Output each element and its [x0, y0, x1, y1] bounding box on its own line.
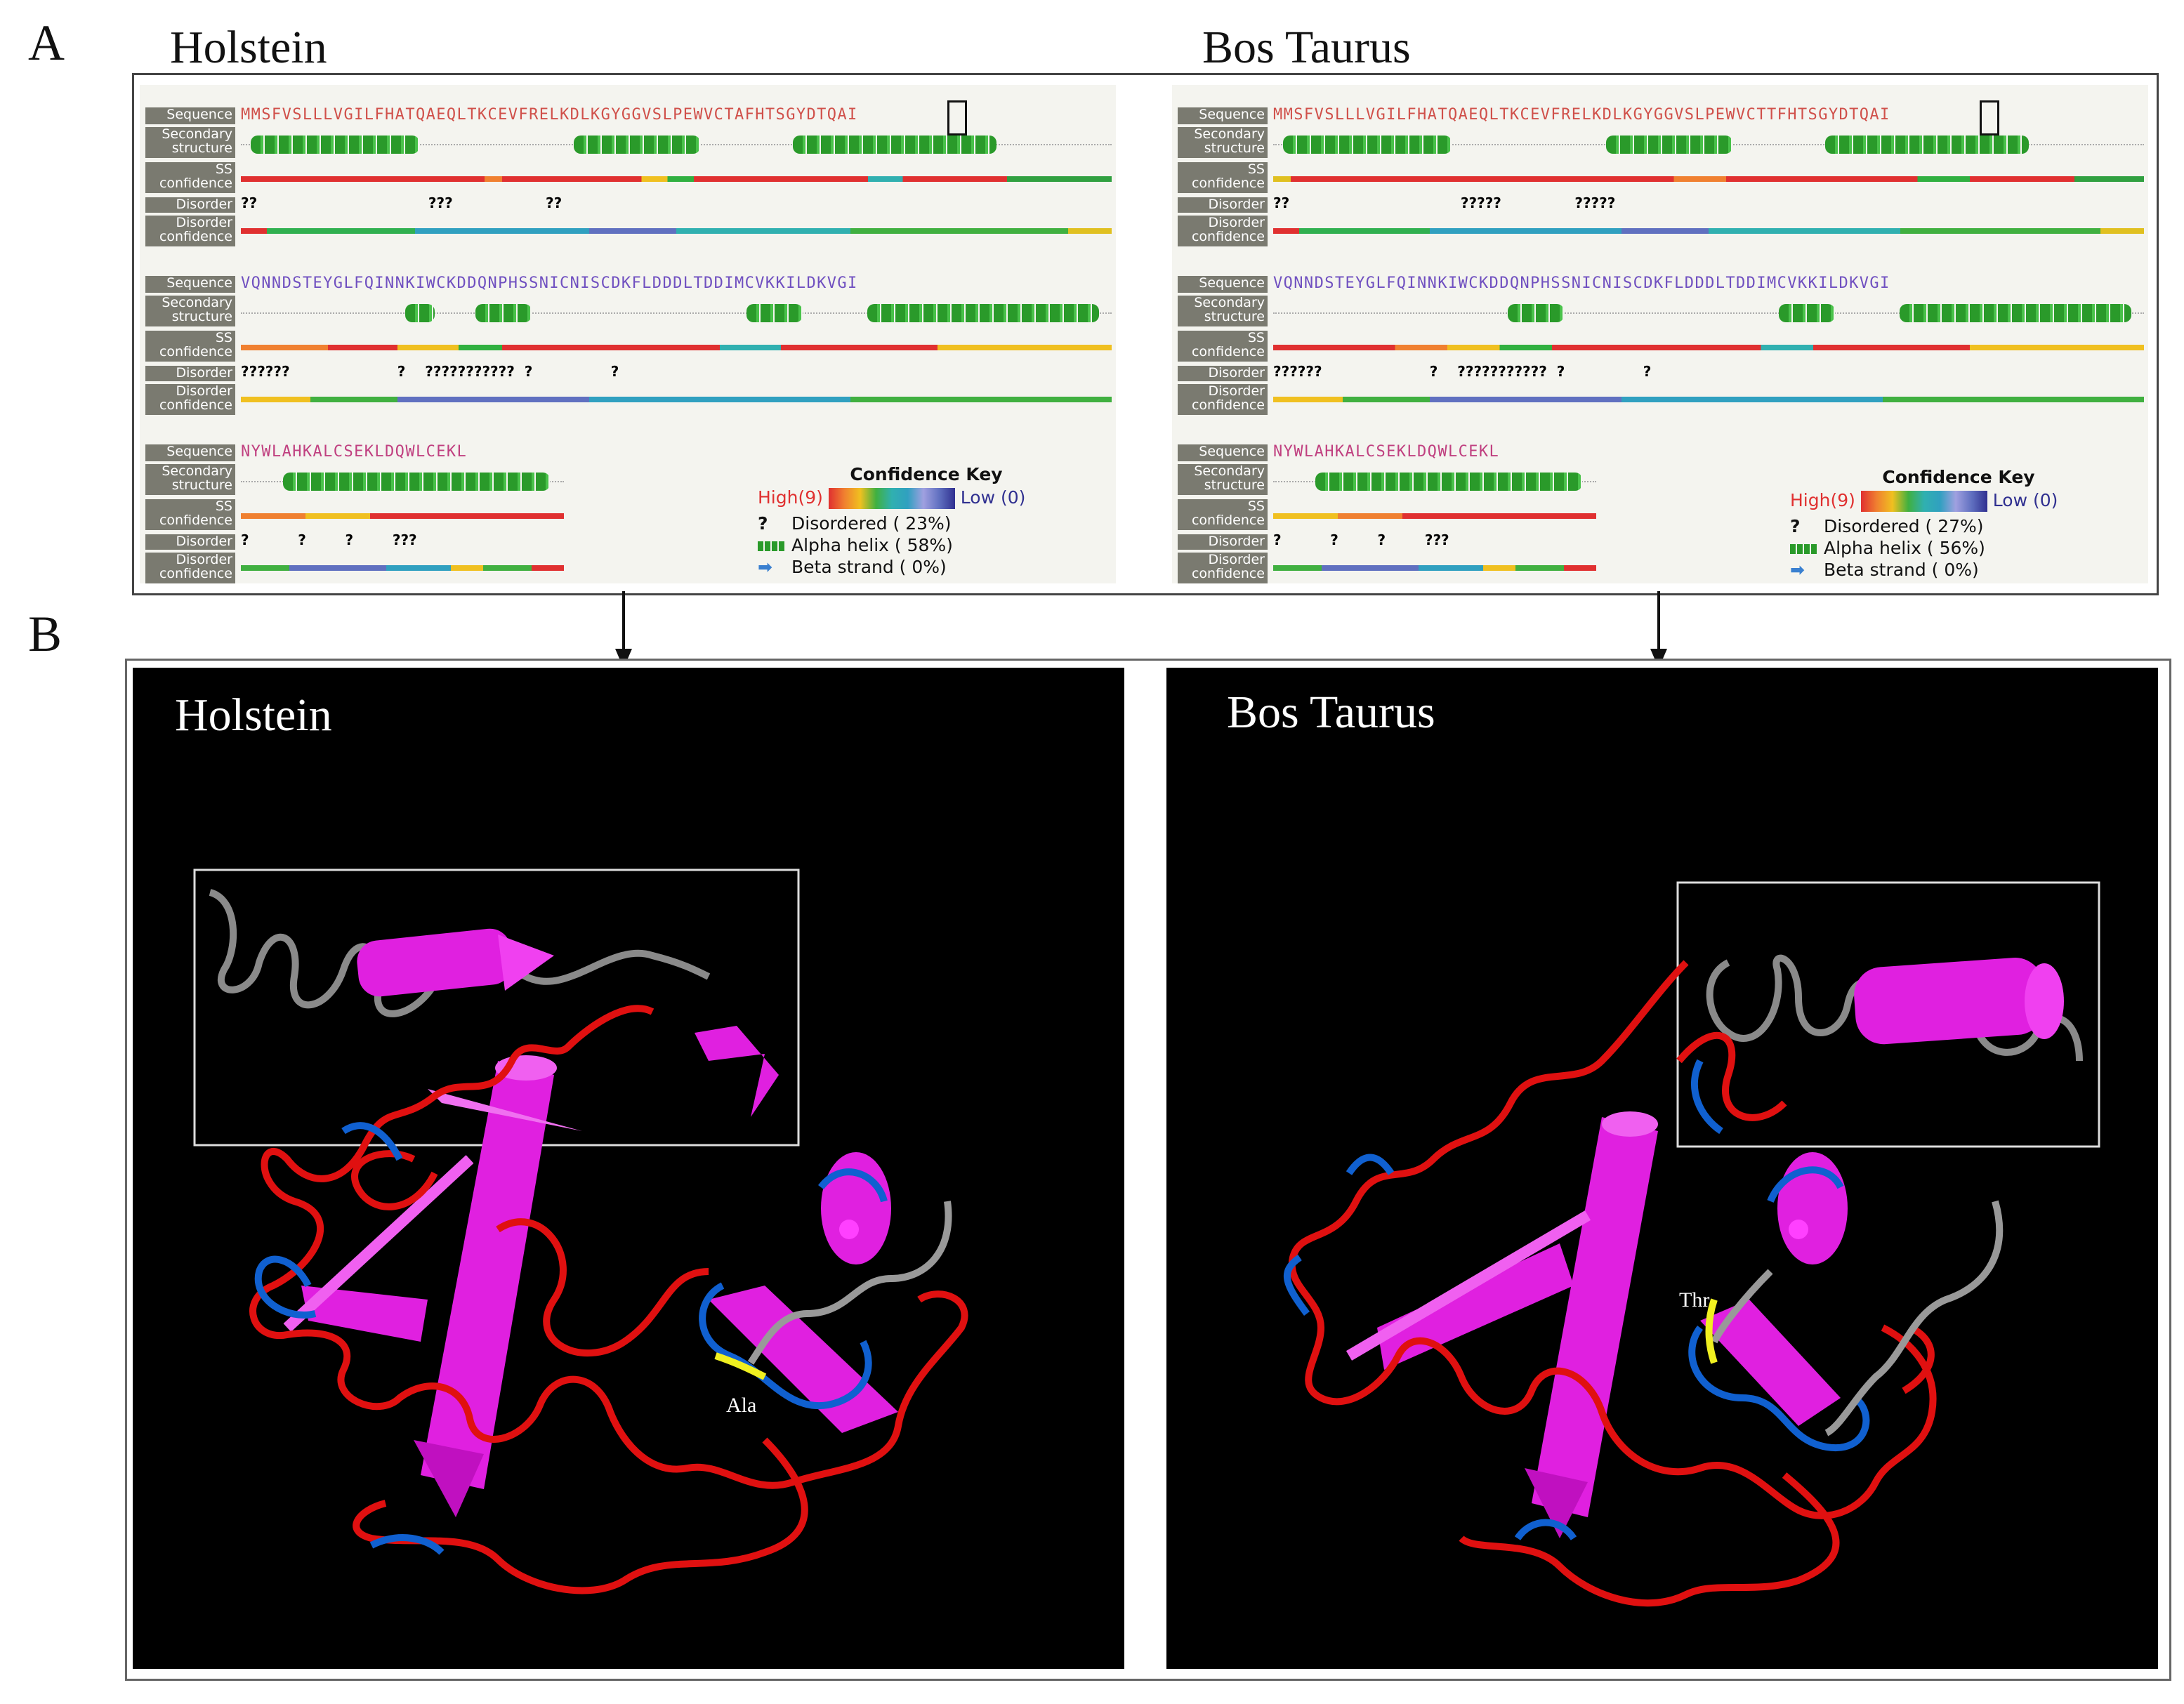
- holstein-seq-row-2: VQNNDSTEYGLFQINNKIWCKDDQNPHSSNICNISCDKFL…: [241, 275, 858, 292]
- holstein-key-gradient: [828, 488, 955, 509]
- bos-cterm-coil: [1824, 1200, 2004, 1436]
- holstein-disorder-row-1: ?? ??? ??: [241, 194, 563, 211]
- psipred-bos-taurus: Sequence MMSFVSLLLVGILFHATQAEQLTKCEVFREL…: [1172, 85, 2148, 583]
- holstein-structure-view: Holstein: [133, 668, 1124, 1669]
- holstein-seq-row-1: MMSFVSLLLVGILFHATQAEQLTKCEVFRELKDLKGYGGV…: [241, 106, 858, 124]
- bos-protein-model: Thr: [1284, 881, 2100, 1607]
- bos-block-2: Sequence VQNNDSTEYGLFQINNKIWCKDDQNPHSSNI…: [1178, 266, 2147, 421]
- holstein-block-2: Sequence VQNNDSTEYGLFQINNKIWCKDDQNPHSSNI…: [145, 266, 1114, 421]
- holstein-helix-1: [251, 136, 419, 154]
- helix-icon: [1790, 544, 1818, 554]
- panel-a-frame: Sequence MMSFVSLLLVGILFHATQAEQLTKCEVFREL…: [132, 73, 2159, 595]
- bos-thr-residue: [1705, 1298, 1718, 1364]
- bos-structure-view: Bos Taurus: [1166, 668, 2158, 1669]
- holstein-ss-bar-1: [241, 176, 1112, 182]
- bos-disorder-row-2: ?????? ? ??????????? ? ?: [1273, 363, 1652, 380]
- holstein-seq-row-3: NYWLAHKALCSEKLDQWLCEKL: [241, 443, 468, 461]
- holstein-coil-blue: [341, 1122, 403, 1161]
- holstein-helix-2: [574, 136, 700, 154]
- label-ss-confidence: SS confidence: [145, 162, 235, 193]
- holstein-helix-right-top: [821, 1152, 891, 1264]
- bos-structure-title: Bos Taurus: [1227, 687, 1435, 738]
- panel-b-frame: Holstein: [125, 659, 2171, 1681]
- panel-a-letter: A: [28, 15, 65, 71]
- holstein-key-high: High(9): [758, 487, 823, 508]
- bos-helix-right-mid: [1700, 1300, 1841, 1426]
- psipred-holstein: Sequence MMSFVSLLLVGILFHATQAEQLTKCEVFREL…: [140, 85, 1116, 583]
- bos-block-3: Sequence NYWLAHKALCSEKLDQWLCEKL Secondar…: [1178, 435, 2147, 583]
- holstein-key-low: Low (0): [960, 487, 1026, 508]
- panel-b-letter: B: [28, 606, 63, 662]
- bos-block-1: Sequence MMSFVSLLLVGILFHATQAEQLTKCEVFREL…: [1178, 98, 2147, 252]
- bos-coil-blue: [1346, 1154, 1395, 1175]
- holstein-block-3: Sequence NYWLAHKALCSEKLDQWLCEKL Secondar…: [145, 435, 1114, 583]
- holstein-key-title: Confidence Key: [850, 464, 1003, 484]
- strand-arrow-icon: ➡: [1790, 560, 1805, 580]
- holstein-helix-3: [793, 136, 996, 154]
- question-icon: ?: [758, 513, 768, 534]
- holstein-coil-red: [249, 1005, 968, 1489]
- holstein-dis-bar-1: [241, 228, 1112, 234]
- bos-disorder-row-1: ?? ????? ?????: [1273, 194, 1616, 211]
- holstein-ala-residue: [714, 1352, 767, 1380]
- holstein-cterm-coil: [747, 1201, 952, 1365]
- holstein-block-1: Sequence MMSFVSLLLVGILFHATQAEQLTKCEVFREL…: [145, 98, 1114, 252]
- label-sequence: Sequence: [145, 107, 235, 124]
- holstein-disorder-row-2: ?????? ? ??????????? ? ?: [241, 363, 619, 380]
- bos-central-helix: [1525, 1111, 1658, 1538]
- label-disorder-confidence: Disorder confidence: [145, 216, 235, 246]
- holstein-disorder-row-3: ? ? ? ???: [241, 531, 417, 548]
- bos-confidence-key: Confidence Key High(9) Low (0) ? Disorder…: [1790, 467, 2058, 580]
- holstein-strand-arrow: [695, 1026, 779, 1117]
- holstein-protein-model: Ala: [193, 868, 968, 1594]
- bos-nterm-highlight-box: [1676, 881, 2100, 1148]
- label-secondary: Secondary structure: [145, 127, 235, 158]
- panel-a-right-title: Bos Taurus: [1202, 22, 1411, 73]
- holstein-structure-title: Holstein: [175, 689, 332, 741]
- bos-seq-row-2: VQNNDSTEYGLFQINNKIWCKDDQNPHSSNICNISCDKFL…: [1273, 275, 1890, 292]
- helix-icon: [758, 541, 786, 551]
- bos-disorder-row-3: ? ? ? ???: [1273, 531, 1449, 548]
- holstein-variant-box: [947, 100, 967, 136]
- bos-seq-row-3: NYWLAHKALCSEKLDQWLCEKL: [1273, 443, 1500, 461]
- holstein-confidence-key: Confidence Key High(9) Low (0) ? Disorder…: [758, 464, 1095, 577]
- panel-a-left-title: Holstein: [170, 22, 327, 73]
- bos-coil-red: [1288, 960, 1937, 1519]
- holstein-helix-nterm: [357, 928, 554, 997]
- label-disorder: Disorder: [145, 197, 235, 213]
- strand-arrow-icon: ➡: [758, 557, 772, 577]
- bos-seq-row-1: MMSFVSLLLVGILFHATQAEQLTKCEVFRELKDLKGYGGV…: [1273, 106, 1890, 124]
- bos-variant-box: [1980, 100, 1999, 136]
- bos-helix-nterm: [1854, 958, 2064, 1045]
- holstein-central-helix: [414, 1055, 557, 1517]
- question-icon: ?: [1790, 516, 1801, 536]
- holstein-ala-label: Ala: [726, 1394, 756, 1417]
- bos-thr-label: Thr: [1679, 1288, 1709, 1312]
